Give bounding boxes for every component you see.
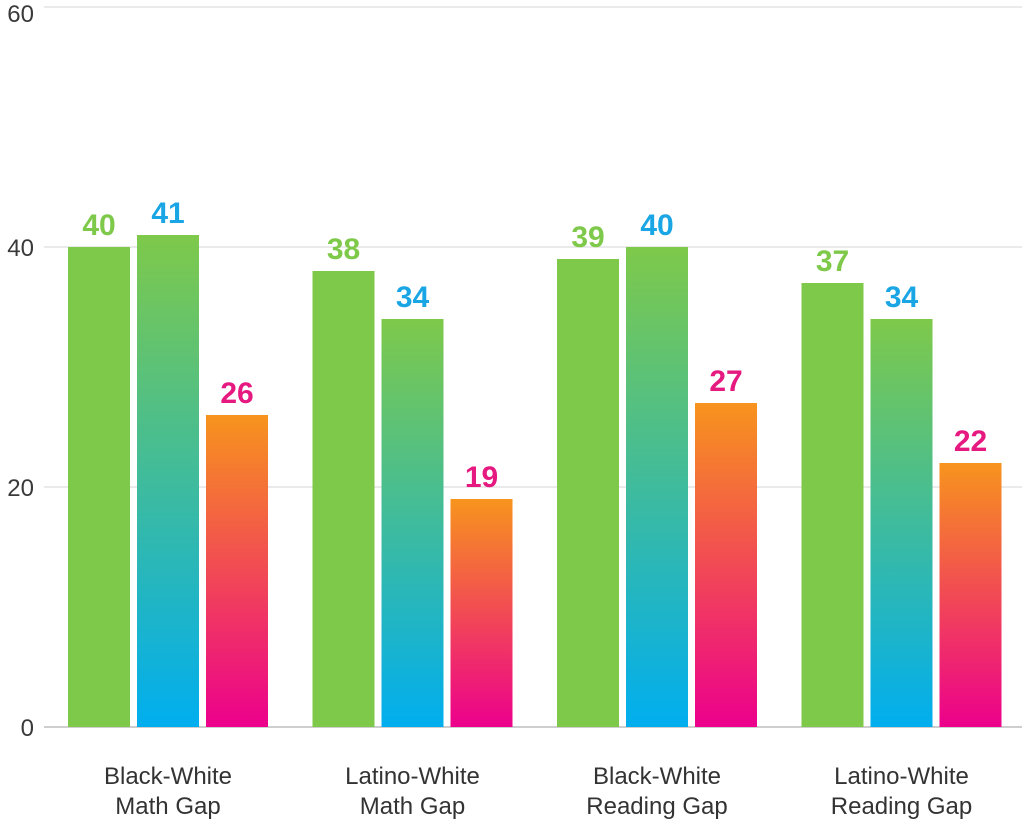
bars <box>68 235 1002 727</box>
bar <box>870 319 933 727</box>
category-label: Black-White <box>593 763 721 790</box>
bar <box>939 463 1002 727</box>
category-label: Reading Gap <box>586 793 727 820</box>
category-label: Latino-White <box>834 763 969 790</box>
value-label: 38 <box>327 233 360 266</box>
category-label: Math Gap <box>115 793 220 820</box>
bar <box>695 403 757 727</box>
x-axis-categories: Black-White Math Gap Latino-White Math Gap B… <box>104 763 972 820</box>
value-label: 37 <box>816 245 849 278</box>
bar <box>557 259 619 727</box>
value-label: 19 <box>465 461 498 494</box>
bar <box>68 247 130 727</box>
bar <box>450 499 513 727</box>
value-label: 39 <box>571 221 604 254</box>
value-label: 34 <box>885 281 919 314</box>
value-labels: 40 41 26 38 34 19 39 40 27 37 34 22 <box>82 197 987 494</box>
category-label: Reading Gap <box>831 793 972 820</box>
y-tick-label: 60 <box>7 1 34 28</box>
bar <box>206 415 268 727</box>
value-label: 34 <box>396 281 430 314</box>
value-label: 27 <box>709 365 742 398</box>
category-label: Black-White <box>104 763 232 790</box>
bar <box>137 235 199 727</box>
value-label: 22 <box>954 425 987 458</box>
value-label: 40 <box>82 209 115 242</box>
bar <box>801 283 864 727</box>
category-label: Latino-White <box>345 763 480 790</box>
value-label: 41 <box>151 197 184 230</box>
category-label: Math Gap <box>360 793 465 820</box>
y-tick-label: 20 <box>7 475 34 502</box>
bar <box>312 271 375 727</box>
bar <box>381 319 444 727</box>
y-axis-ticks: 0 20 40 60 <box>7 1 34 742</box>
y-tick-label: 40 <box>7 235 34 262</box>
value-label: 26 <box>220 377 253 410</box>
value-label: 40 <box>640 209 673 242</box>
y-tick-label: 0 <box>21 715 34 742</box>
bar <box>626 247 688 727</box>
